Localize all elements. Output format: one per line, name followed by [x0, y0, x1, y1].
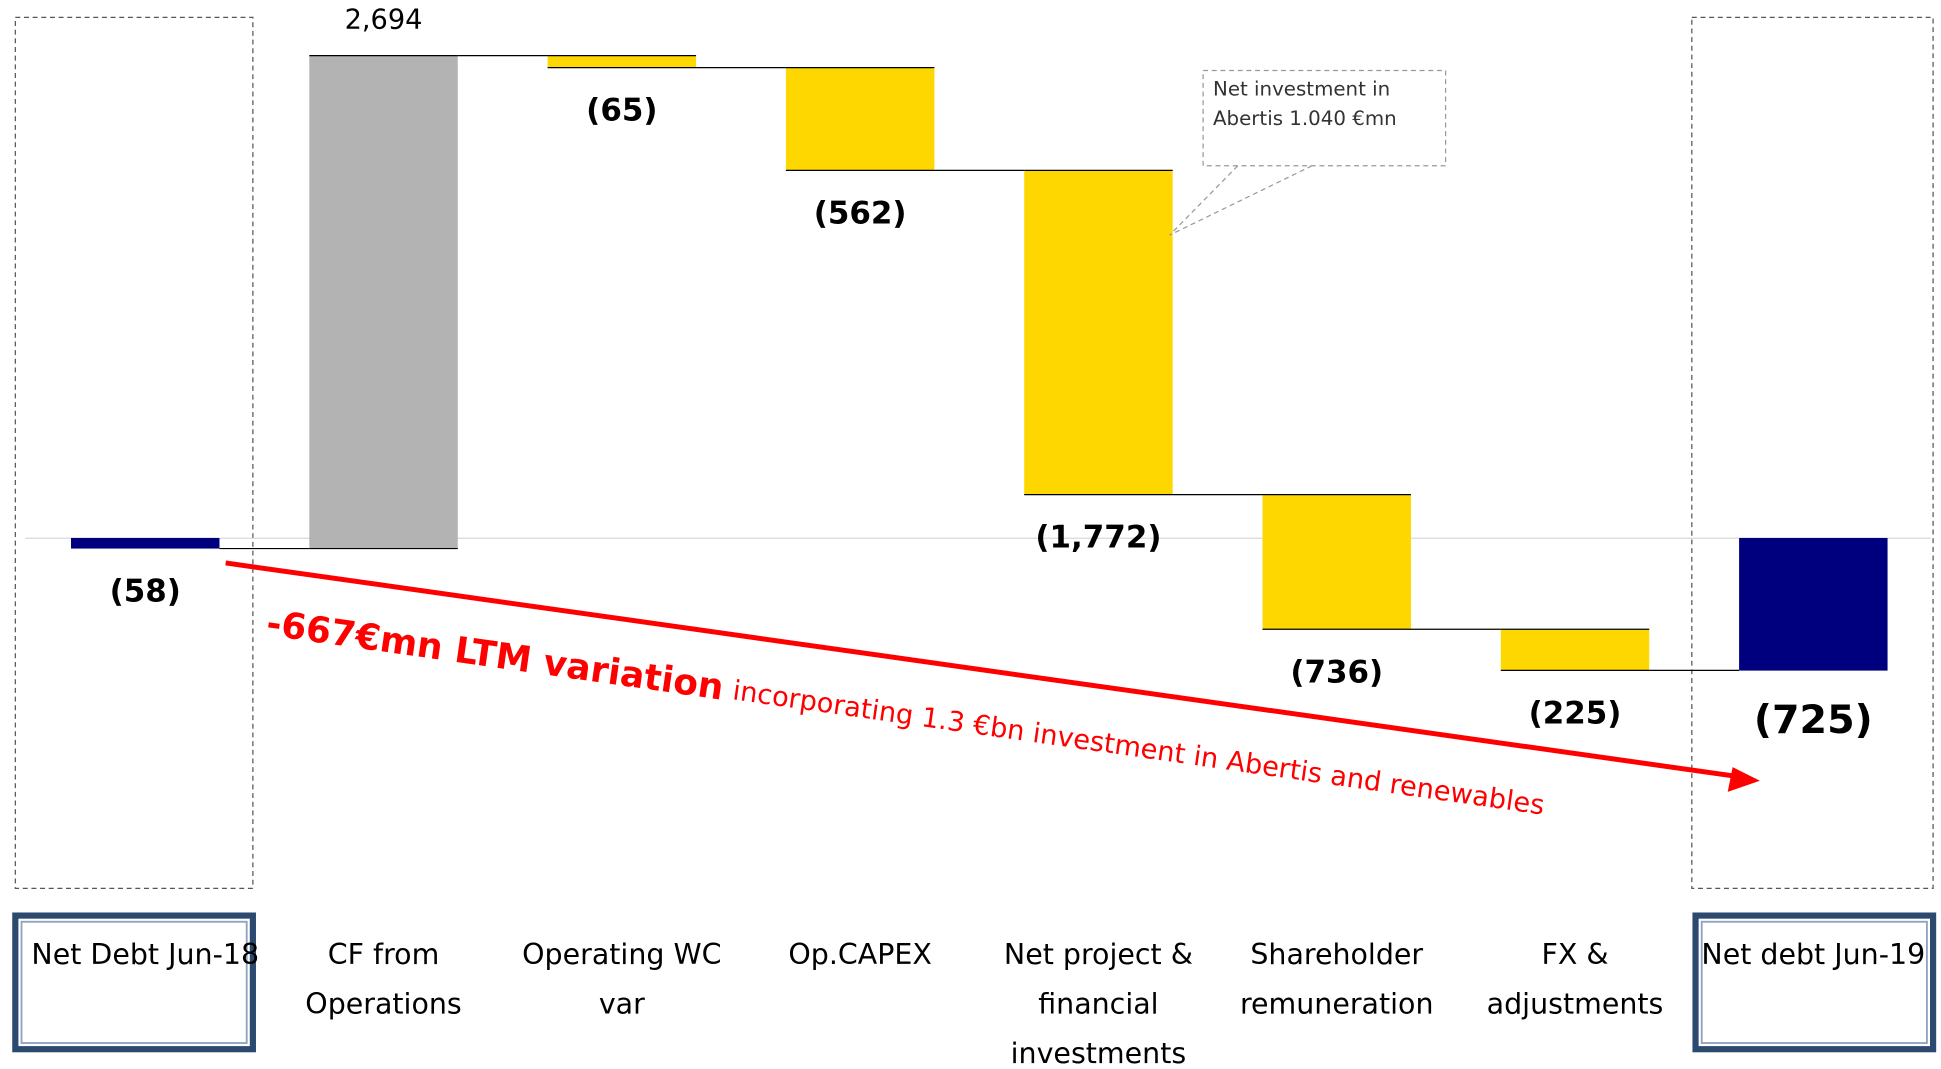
category-text: CF from Operations: [305, 939, 462, 1021]
bar: [71, 537, 220, 549]
label-box: [1692, 912, 1937, 1053]
label-box: [1700, 920, 1928, 1044]
callout-pointer: [1169, 165, 1239, 236]
callout-pointer: [1169, 165, 1313, 236]
value-label: (736): [1290, 654, 1383, 690]
value-label: (65): [586, 93, 657, 129]
category-text: Shareholder remuneration: [1239, 939, 1434, 1021]
highlight-frame: [14, 16, 254, 889]
category-label: Net project & financial investments: [1003, 939, 1193, 1069]
value-label: (562): [814, 195, 907, 231]
variation-annotation: -667€mn LTM variationincorporating 1.3 €…: [264, 603, 1547, 825]
value-label: (225): [1529, 695, 1622, 731]
category-text: Operating WC var: [522, 939, 722, 1021]
label-box: [20, 920, 248, 1044]
bar: [309, 55, 458, 549]
bar: [1262, 494, 1411, 630]
arrow-head: [1727, 767, 1760, 792]
value-label: (725): [1754, 697, 1873, 743]
category-text: FX & adjustments: [1486, 939, 1664, 1021]
bar: [1739, 537, 1888, 671]
category-text: Op.CAPEX: [788, 939, 932, 972]
category-text: Net debt Jun-19: [1701, 939, 1926, 972]
callout: Net investment in Abertis 1.040 €mn: [1213, 76, 1397, 130]
category-text: Net project & financial investments: [1003, 939, 1193, 1069]
value-label: (58): [110, 574, 181, 610]
category-label: Operating WC var: [522, 939, 722, 1021]
variation-bold: -667€mn LTM variation: [264, 603, 726, 709]
variation-arrow: [225, 560, 1734, 779]
bar: [785, 67, 935, 171]
category-label: CF from Operations: [305, 939, 462, 1021]
category-label: FX & adjustments: [1486, 939, 1664, 1021]
value-label: (1,772): [1035, 520, 1161, 556]
category-label: Net debt Jun-19: [1701, 939, 1926, 972]
label-box: [12, 912, 256, 1053]
bar: [547, 55, 697, 68]
value-label: 2,694: [345, 5, 423, 36]
bar: [1024, 170, 1173, 495]
callout-box: [1202, 69, 1447, 167]
category-label: Shareholder remuneration: [1239, 939, 1434, 1021]
marks: (58) Net Debt Jun-18 2,694 CF from Operatio…: [31, 5, 1926, 1069]
category-text: Net Debt Jun-18: [31, 939, 260, 972]
bar: [1500, 629, 1650, 671]
highlight-frame: [1691, 16, 1934, 889]
category-label: Net Debt Jun-18: [31, 939, 260, 972]
callout-text: Net investment in Abertis 1.040 €mn: [1213, 76, 1397, 130]
variation-text: incorporating 1.3 €bn investment in Aber…: [731, 675, 1547, 821]
category-label: Op.CAPEX: [788, 939, 932, 972]
